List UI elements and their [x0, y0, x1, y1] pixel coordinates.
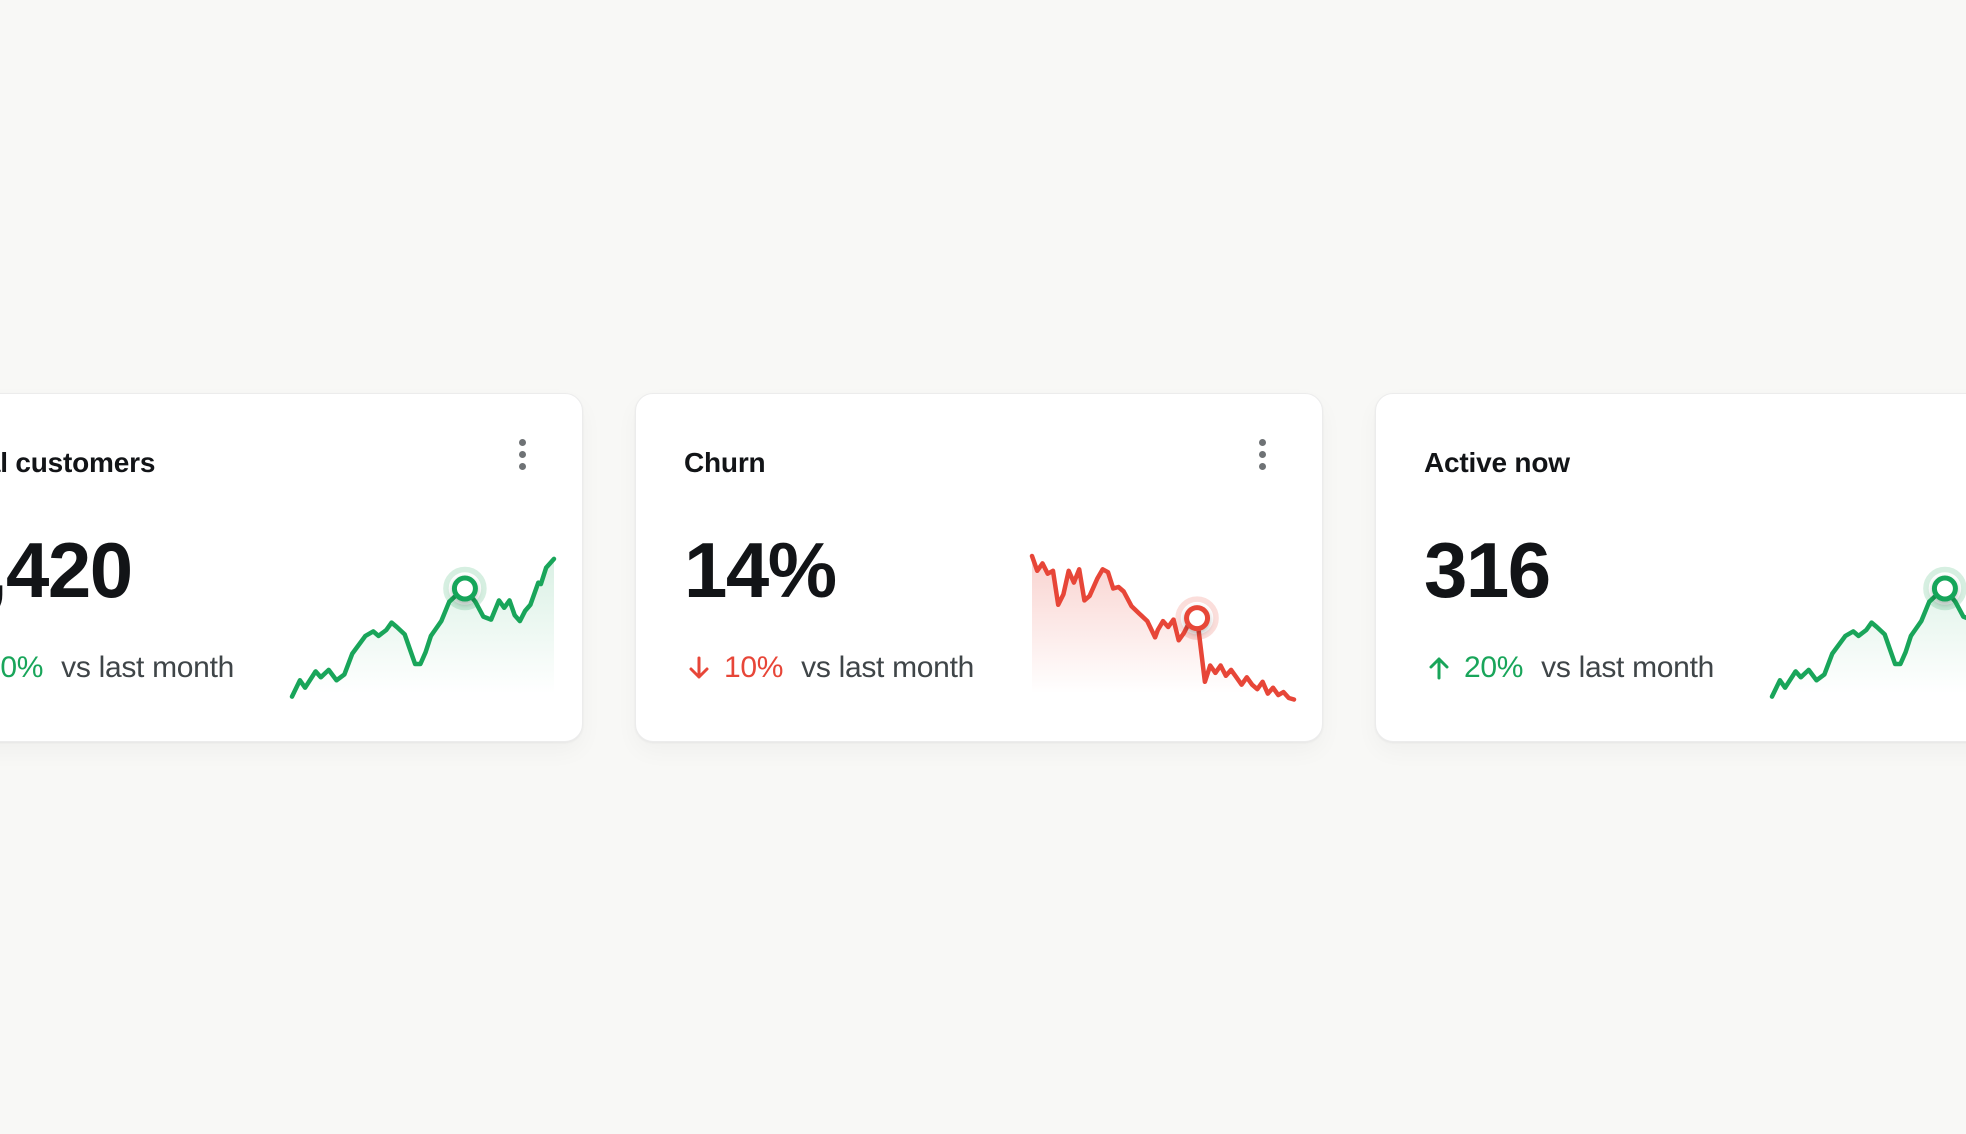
kebab-menu-icon[interactable] — [1244, 432, 1280, 476]
trend-label: vs last month — [61, 651, 234, 684]
trend-up-icon — [1429, 657, 1449, 680]
metric-card-active-now: Active now 316 20% vs last month — [1375, 393, 1966, 742]
trend-percent: 20% — [1464, 651, 1524, 684]
card-title: Total customers — [0, 447, 156, 478]
kebab-dot — [518, 438, 526, 446]
metric-card-churn: Churn 14% 10% vs last month — [635, 393, 1323, 742]
card-value: 2,420 — [0, 526, 133, 614]
trend-percent: 10% — [724, 651, 784, 684]
sparkline-chart[interactable] — [289, 553, 557, 701]
metric-cards-row: Total customers 2,420 40% vs last month … — [0, 393, 1966, 742]
trend-label: vs last month — [1541, 651, 1714, 684]
metric-card-total-customers: Total customers 2,420 40% vs last month — [0, 393, 583, 742]
card-value: 316 — [1424, 526, 1551, 614]
trend-row: 10% vs last month — [684, 651, 1274, 685]
kebab-dot — [518, 450, 526, 458]
sparkline-chart[interactable] — [1769, 553, 1966, 701]
trend-row: 20% vs last month — [1424, 651, 1966, 685]
trend-down-icon — [689, 656, 709, 679]
sparkline-chart[interactable] — [1029, 553, 1297, 702]
card-value: 14% — [684, 526, 837, 614]
kebab-menu-icon[interactable] — [504, 432, 540, 476]
trend-label: vs last month — [801, 651, 974, 684]
kebab-dot — [518, 462, 526, 470]
kebab-dot — [1258, 438, 1266, 446]
kebab-dot — [1258, 450, 1266, 458]
trend-row: 40% vs last month — [0, 651, 534, 685]
card-title: Churn — [684, 447, 766, 478]
kebab-dot — [1258, 462, 1266, 470]
trend-percent: 40% — [0, 651, 44, 684]
card-title: Active now — [1424, 447, 1570, 478]
